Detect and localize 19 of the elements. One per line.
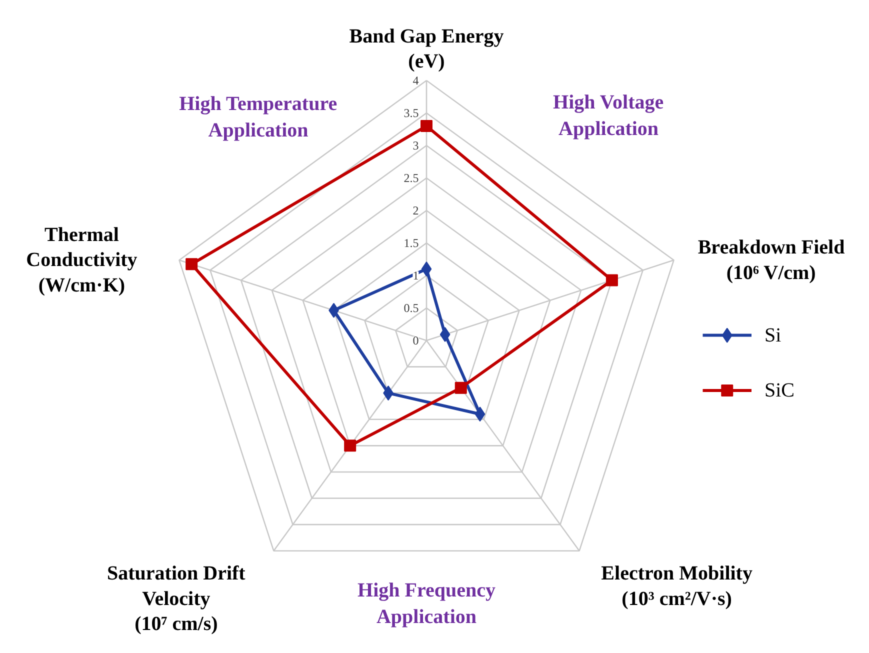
y-tick-label: 1.5 [404, 236, 419, 250]
y-tick-label: 0.5 [404, 301, 419, 315]
text: High Frequency Application [358, 580, 496, 628]
y-tick-label: 4 [412, 74, 419, 88]
spoke-label: Electron Mobility (10³ cm²/V·s) [601, 562, 752, 610]
text: High Temperature Application [179, 93, 338, 142]
y-tick-label: 2.5 [404, 171, 419, 185]
text: High Voltage Application [553, 92, 664, 140]
spoke-label: Saturation Drift Velocity (10⁷ cm/s) [107, 562, 246, 636]
legend-label: SiC [764, 380, 795, 402]
spoke-label: Breakdown Field (10⁶ V/cm) [698, 236, 845, 284]
y-tick-label: 1 [412, 268, 419, 282]
y-tick-label: 3 [412, 138, 419, 152]
legend-label: Si [764, 324, 782, 346]
y-tick-label: 0 [412, 334, 419, 348]
spoke-label: Thermal Conductivity (W/cm·K) [26, 224, 138, 296]
y-tick-label: 2 [412, 204, 419, 218]
spoke-label: Band Gap Energy (eV) [349, 25, 504, 73]
y-tick-label: 3.5 [404, 106, 419, 120]
